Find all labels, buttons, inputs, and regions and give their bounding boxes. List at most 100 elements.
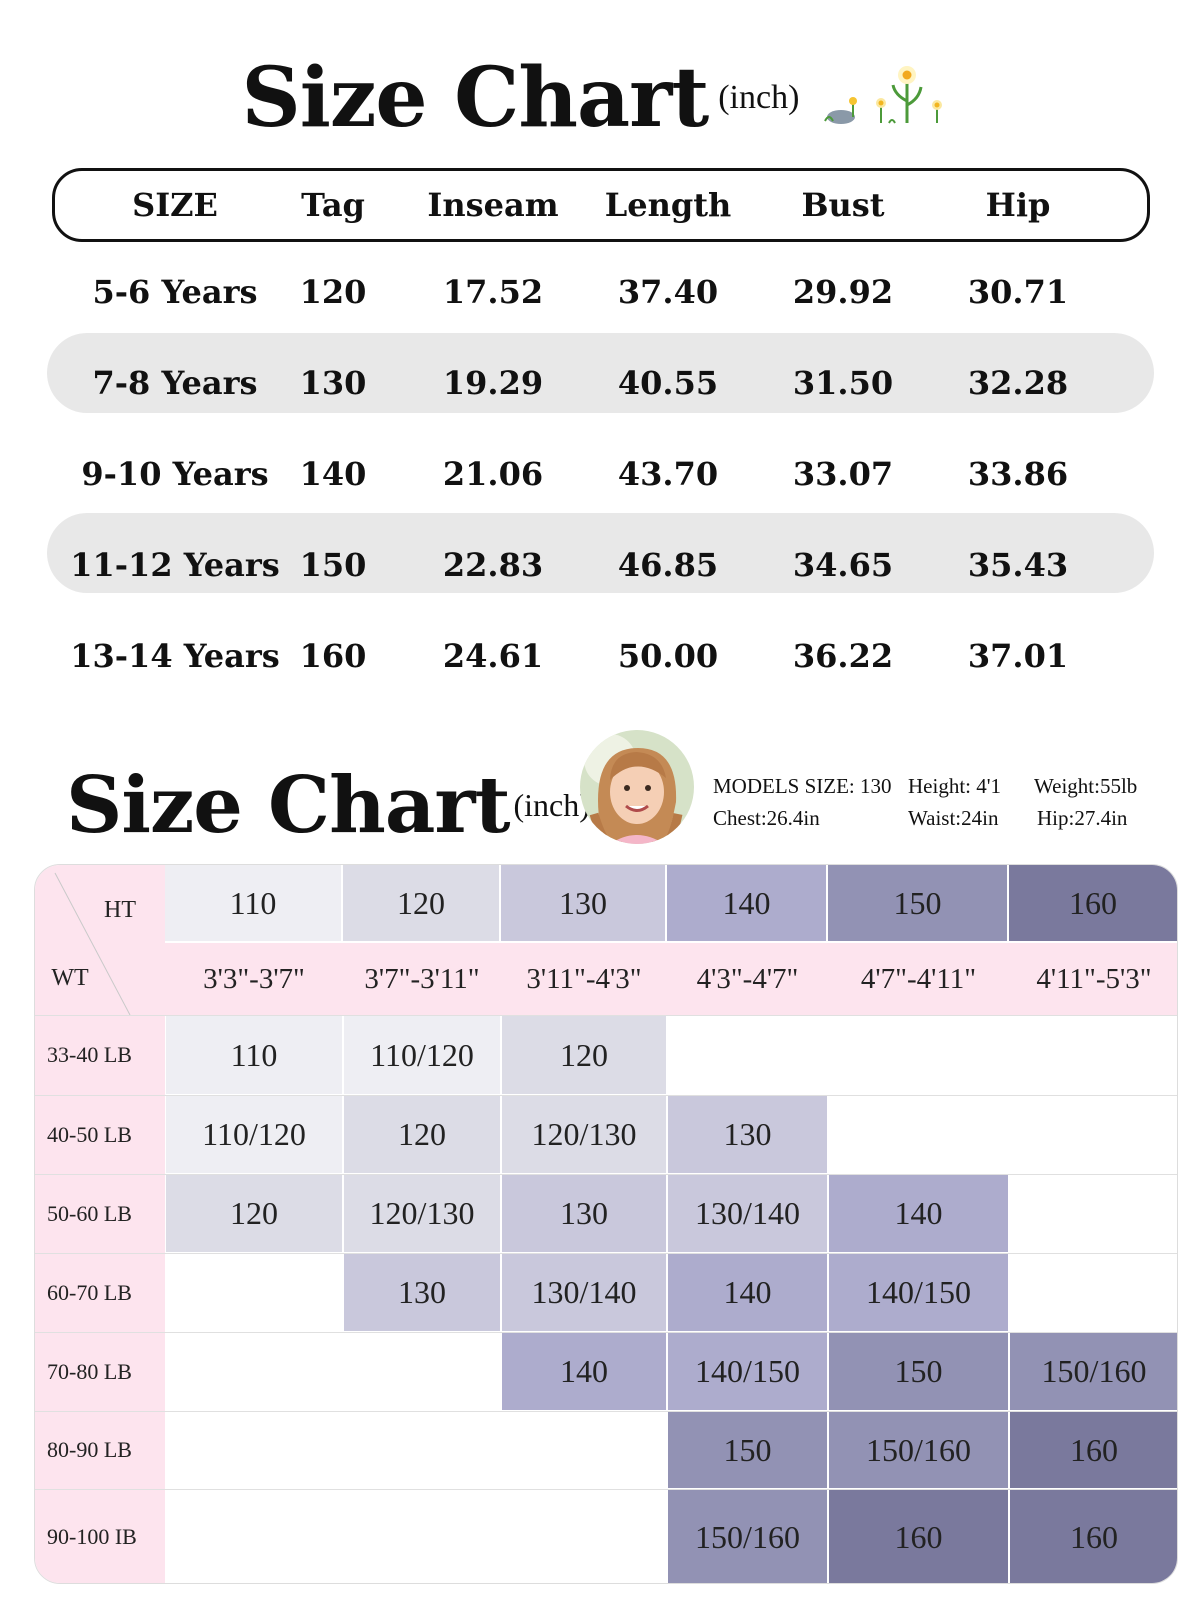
column-header-bust: Bust [801,186,885,224]
column-header-hip: Hip [985,186,1051,224]
table-cell: 13-14 Years [70,637,280,675]
height-header-110: 110 [165,865,341,941]
size-cell: 130/140 [668,1175,827,1252]
table-cell: 160 [299,637,367,675]
size-cell: 150/160 [1010,1333,1177,1410]
flowers-icon [819,61,959,135]
weight-label: 70-80 LB [47,1358,132,1384]
table-cell: 43.70 [617,455,719,493]
column-header-inseam: Inseam [427,186,559,224]
size-cell: 110/120 [166,1096,342,1173]
weight-label: 33-40 LB [47,1042,132,1067]
size-cell: 160 [1010,1412,1177,1488]
table-cell: 120 [299,273,367,311]
row-divider [35,1253,1177,1254]
row-divider [35,1174,1177,1175]
model-waist: Waist:24in [908,806,999,830]
size-cell: 120/130 [502,1096,666,1173]
row-divider [35,1015,1177,1016]
height-range-row [165,943,1177,1015]
size-cell: 120 [166,1175,342,1252]
size-cell: 150 [668,1412,827,1488]
size-cell: 140/150 [829,1254,1008,1331]
size-cell: 150/160 [829,1412,1008,1488]
table-cell: 46.85 [617,546,719,584]
table-cell: 50.00 [617,637,719,675]
column-header-length: Length [604,186,732,224]
size-cell: 160 [829,1490,1008,1583]
size-cell: 150/160 [668,1490,827,1583]
weight-label: 90-100 IB [47,1524,137,1549]
height-range: 3'7"-3'11" [364,962,480,995]
size-cell [166,1254,342,1331]
table-cell: 33.86 [967,455,1069,493]
table-cell: 36.22 [792,637,894,675]
table-cell: 33.07 [792,455,894,493]
row-divider [35,1489,1177,1490]
height-header-140: 140 [667,865,826,941]
row-divider [35,1095,1177,1096]
wt-label: WT [51,964,89,991]
chart1-title: Size Chart [241,50,709,146]
size-cell [344,1333,500,1410]
size-cell [166,1412,342,1488]
size-cell [829,1016,1008,1094]
size-cell: 110 [166,1016,342,1094]
height-header-160: 160 [1009,865,1177,941]
row-band-4 [47,513,1154,593]
corner-diagonal [54,872,131,1015]
size-cell: 110/120 [344,1016,500,1094]
size-cell [502,1412,666,1488]
size-cell: 130/140 [502,1254,666,1331]
size-cell: 130 [502,1175,666,1252]
column-header-size: SIZE [132,186,218,224]
row-divider [35,1411,1177,1412]
height-range: 3'11"-4'3" [526,962,642,995]
height-header-120: 120 [343,865,499,941]
weight-label: 50-60 LB [47,1200,132,1226]
model-size: MODELS SIZE: 130 [713,774,892,798]
chart1-unit: (inch) [718,79,800,116]
model-chest: Chest:26.4in [713,806,820,830]
size-cell [166,1333,342,1410]
table-cell: 19.29 [442,364,544,402]
size-cell [166,1490,342,1583]
height-range: 3'3"-3'7" [203,962,305,995]
table-cell: 5-6 Years [92,273,258,311]
chart1-header [52,168,1150,242]
size-cell [344,1490,500,1583]
height-range: 4'11"-5'3" [1036,962,1152,995]
weight-column-bg [35,865,165,1583]
chart2-title: Size Chart [66,760,510,851]
chart2-title-row: Size Chart (inch) [66,760,590,851]
table-cell: 35.43 [967,546,1069,584]
table-cell: 30.71 [967,273,1069,311]
size-cell: 120/130 [344,1175,500,1252]
table-cell: 130 [299,364,367,402]
height-header-130: 130 [501,865,665,941]
model-height: Height: 4'1 [908,774,1002,798]
table-cell: 37.40 [617,273,719,311]
table-cell: 140 [299,455,367,493]
table-cell: 37.01 [967,637,1069,675]
size-cell: 130 [344,1254,500,1331]
size-cell: 140 [829,1175,1008,1252]
table-cell: 40.55 [617,364,719,402]
size-cell [502,1490,666,1583]
size-cell [829,1096,1008,1173]
height-range: 4'7"-4'11" [860,962,977,995]
size-cell: 120 [344,1096,500,1173]
size-cell [1010,1096,1177,1173]
size-cell: 120 [502,1016,666,1094]
table-cell: 11-12 Years [70,546,280,584]
weight-label: 80-90 LB [47,1437,132,1462]
size-cell: 160 [1010,1490,1177,1583]
chart1-title-row: Size Chart (inch) [0,50,1200,146]
size-cell: 150 [829,1333,1008,1410]
weight-label: 40-50 LB [47,1121,132,1147]
table-cell: 22.83 [442,546,544,584]
weight-height-grid: HT WT 110 120 130 140 150 160 3'3"-3'7" 3'7"-3'11… [34,864,1178,1584]
height-range: 4'3"-4'7" [696,962,799,995]
table-cell: 7-8 Years [92,364,258,402]
height-header-150: 150 [828,865,1007,941]
